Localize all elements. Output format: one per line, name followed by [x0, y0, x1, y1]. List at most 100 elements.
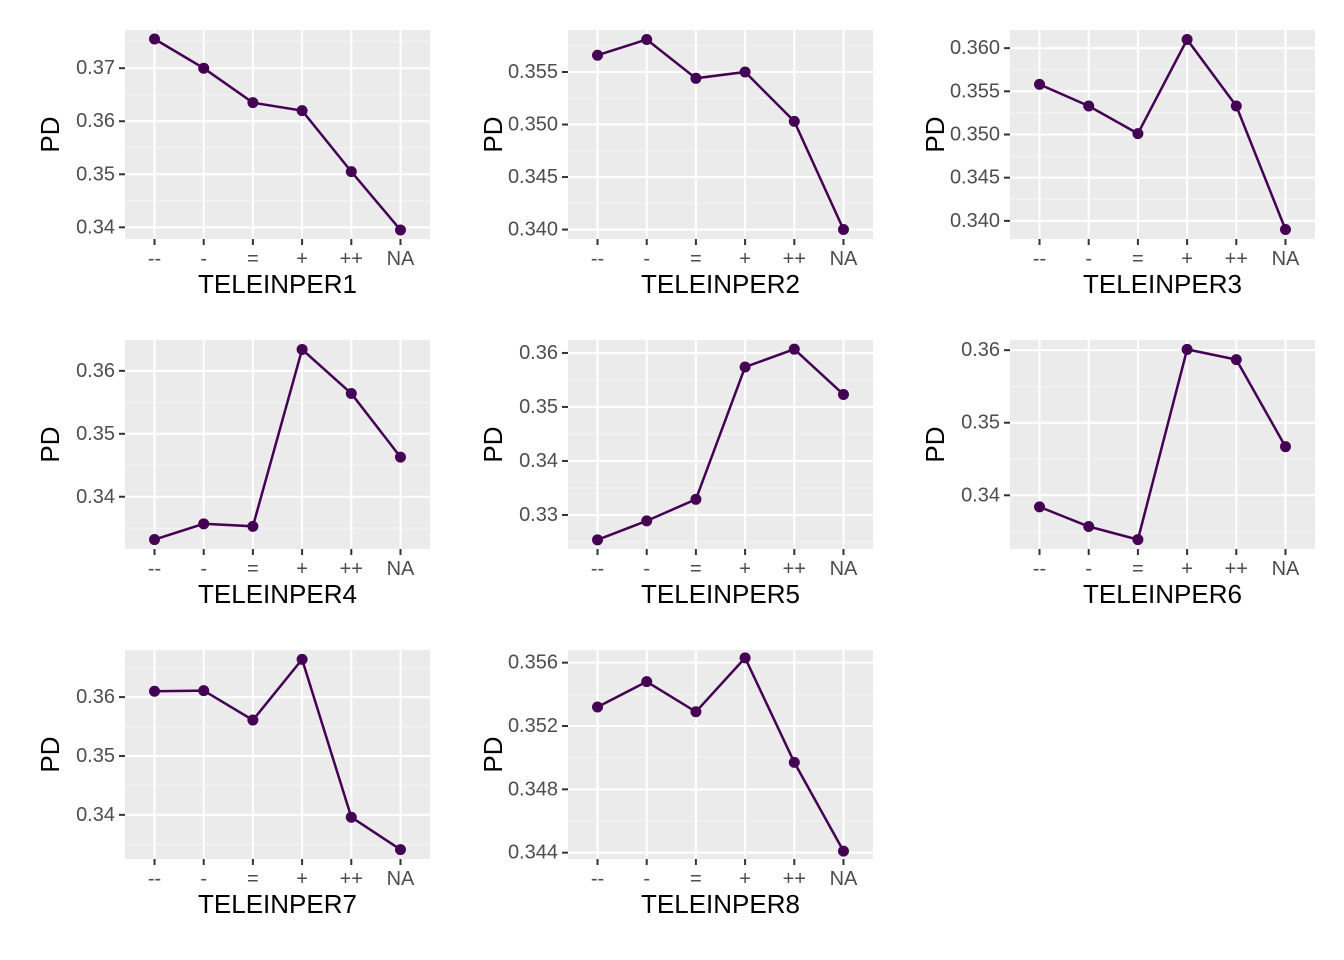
data-point	[1083, 521, 1095, 533]
x-axis-title: TELEINPER7	[198, 889, 357, 919]
y-tick-label: 0.355	[950, 80, 1000, 102]
x-axis-title: TELEINPER1	[198, 269, 357, 299]
data-point	[394, 224, 406, 236]
x-tick-label: -	[200, 868, 207, 890]
data-point	[1279, 224, 1291, 235]
series-line	[596, 655, 845, 852]
data-point	[394, 844, 406, 856]
data-point	[837, 845, 849, 857]
x-tick-label: =	[247, 868, 259, 890]
series-line	[597, 347, 845, 541]
series-line	[153, 37, 402, 231]
panel-background	[568, 340, 873, 549]
data-point	[345, 811, 357, 823]
data-point	[788, 756, 800, 768]
y-tick-label: 0.340	[508, 219, 558, 241]
y-tick-label: 0.35	[519, 396, 558, 418]
y-tick-label: 0.356	[508, 652, 558, 674]
x-axis-title: TELEINPER2	[641, 269, 800, 299]
series-line	[597, 38, 845, 231]
x-tick-label: -	[643, 248, 650, 270]
y-tick-label: 0.36	[76, 686, 115, 708]
x-tick-label: +	[296, 558, 308, 580]
panel-background	[568, 30, 873, 239]
x-axis-title: TELEINPER6	[1083, 579, 1242, 609]
x-tick-label: NA	[830, 248, 858, 270]
x-tick-label: =	[247, 558, 259, 580]
x-tick-label: +	[1181, 558, 1193, 580]
y-tick-label: 0.35	[961, 412, 1000, 434]
data-point	[788, 343, 800, 355]
y-tick-label: 0.35	[76, 423, 115, 445]
x-tick-label: ++	[1225, 558, 1248, 580]
y-axis-title: PD	[478, 116, 508, 152]
data-point	[1279, 441, 1291, 453]
data-point	[296, 653, 308, 665]
panel-background	[125, 340, 430, 549]
data-point	[198, 518, 210, 530]
data-point	[739, 652, 751, 664]
y-tick-label: 0.340	[950, 210, 1000, 232]
x-tick-label: NA	[1272, 248, 1300, 270]
x-tick-label: =	[690, 558, 702, 580]
x-axis-title: TELEINPER3	[1083, 269, 1242, 299]
y-tick-label: 0.36	[961, 339, 1000, 361]
panel-background	[568, 650, 873, 859]
panel-background	[125, 30, 430, 239]
x-tick-label: -	[200, 558, 207, 580]
x-tick-label: NA	[387, 558, 415, 580]
data-point	[198, 685, 210, 697]
x-axis-title: TELEINPER5	[641, 579, 800, 609]
x-tick-label: --	[148, 558, 161, 580]
x-tick-label: =	[1132, 558, 1144, 580]
y-tick-label: 0.355	[508, 61, 558, 83]
x-tick-label: ++	[783, 868, 806, 890]
y-axis-title: PD	[920, 116, 950, 152]
x-tick-label: --	[1033, 248, 1046, 270]
y-tick-label: 0.352	[508, 715, 558, 737]
x-tick-label: NA	[387, 868, 415, 890]
x-tick-label: --	[148, 868, 161, 890]
data-point	[247, 97, 259, 109]
y-axis-title: PD	[35, 116, 65, 152]
data-point	[1034, 78, 1046, 90]
x-tick-label: =	[690, 248, 702, 270]
y-tick-label: 0.345	[508, 166, 558, 188]
x-tick-label: ++	[783, 558, 806, 580]
y-tick-label: 0.348	[508, 778, 558, 800]
x-tick-label: +	[739, 868, 751, 890]
x-tick-label: -	[1085, 248, 1092, 270]
data-point	[296, 105, 308, 117]
data-point	[592, 534, 604, 546]
y-tick-label: 0.34	[519, 450, 558, 472]
x-tick-label: =	[690, 868, 702, 890]
x-tick-label: +	[1181, 248, 1193, 270]
data-point	[247, 520, 259, 532]
x-tick-label: NA	[830, 558, 858, 580]
x-tick-label: +	[296, 868, 308, 890]
x-tick-label: NA	[830, 868, 858, 890]
data-point	[837, 389, 849, 401]
x-tick-label: =	[1132, 248, 1144, 270]
data-point	[739, 361, 751, 373]
x-axis-title: TELEINPER8	[641, 889, 800, 919]
data-point	[1181, 34, 1193, 45]
y-tick-label: 0.36	[76, 360, 115, 382]
series-line	[1039, 347, 1287, 542]
y-axis-title: PD	[478, 426, 508, 462]
data-point	[592, 49, 604, 61]
data-point	[641, 515, 653, 527]
series-line	[1038, 37, 1287, 230]
y-tick-label: 0.344	[508, 842, 558, 864]
panel-background	[125, 650, 430, 859]
x-tick-label: ++	[340, 248, 363, 270]
y-tick-label: 0.34	[961, 484, 1000, 506]
y-tick-label: 0.35	[76, 745, 115, 767]
